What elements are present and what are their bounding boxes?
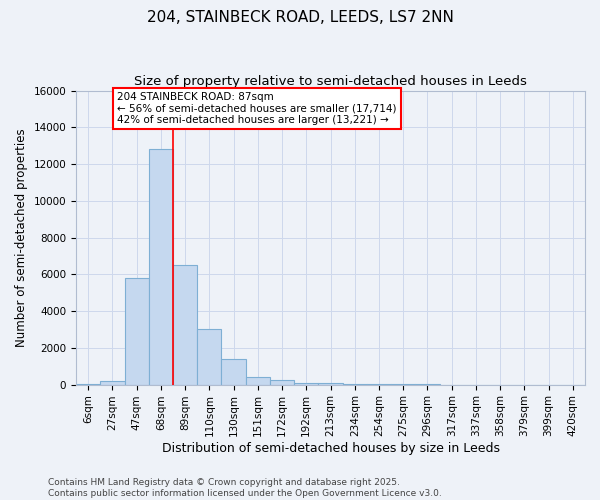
Bar — [245, 377, 270, 384]
Text: Contains HM Land Registry data © Crown copyright and database right 2025.
Contai: Contains HM Land Registry data © Crown c… — [48, 478, 442, 498]
Text: 204 STAINBECK ROAD: 87sqm
← 56% of semi-detached houses are smaller (17,714)
42%: 204 STAINBECK ROAD: 87sqm ← 56% of semi-… — [117, 92, 397, 125]
Y-axis label: Number of semi-detached properties: Number of semi-detached properties — [15, 128, 28, 347]
Bar — [125, 278, 149, 384]
Bar — [100, 381, 125, 384]
Bar — [173, 265, 197, 384]
Bar — [197, 330, 221, 384]
X-axis label: Distribution of semi-detached houses by size in Leeds: Distribution of semi-detached houses by … — [161, 442, 500, 455]
Bar — [149, 150, 173, 384]
Bar — [294, 383, 319, 384]
Bar — [270, 380, 294, 384]
Title: Size of property relative to semi-detached houses in Leeds: Size of property relative to semi-detach… — [134, 75, 527, 88]
Bar — [221, 359, 245, 384]
Text: 204, STAINBECK ROAD, LEEDS, LS7 2NN: 204, STAINBECK ROAD, LEEDS, LS7 2NN — [146, 10, 454, 25]
